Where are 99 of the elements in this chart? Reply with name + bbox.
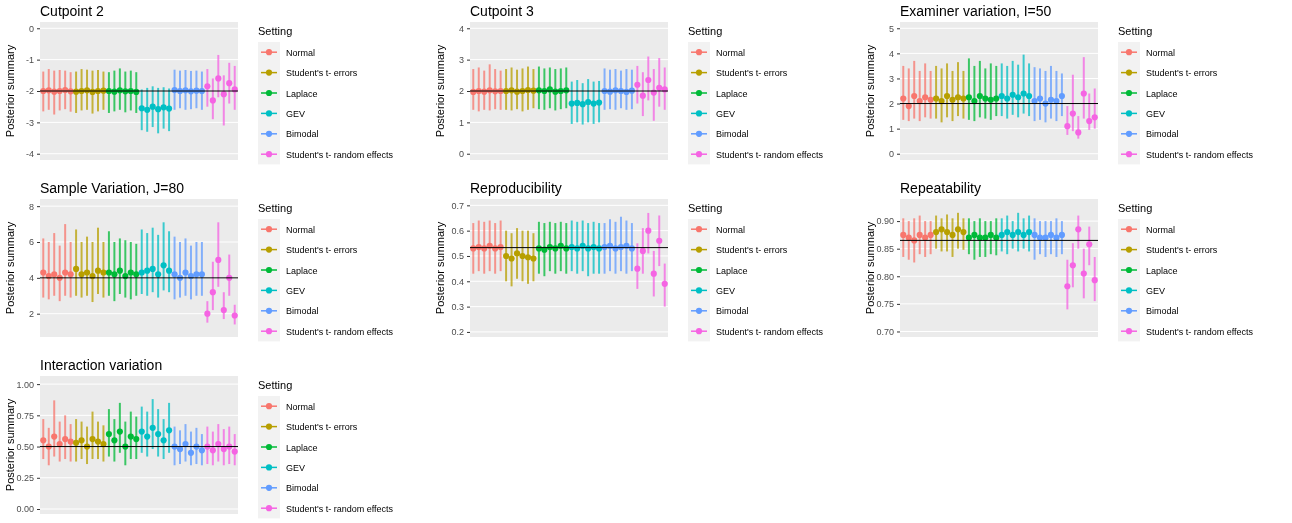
legend-label: Student's t- errors (1146, 68, 1218, 79)
legend-label: Student's t- random effects (1146, 326, 1254, 337)
legend-label: Laplace (1146, 88, 1178, 99)
legend-label: Bimodal (286, 129, 319, 140)
y-tick-label: 0.4 (451, 276, 464, 287)
y-tick-label: 4 (28, 273, 34, 284)
y-tick-label: 1.00 (16, 379, 34, 390)
legend-label: Normal (716, 224, 746, 235)
y-tick-label: 0 (458, 149, 464, 160)
y-tick-label: 0.90 (876, 216, 894, 227)
chart-title: Cutpoint 3 (470, 3, 535, 19)
legend-label: Student's t- errors (716, 245, 788, 256)
legend-title: Setting (258, 202, 293, 214)
y-axis-title: Posterior summary (434, 221, 446, 315)
legend-label: Laplace (286, 88, 318, 99)
legend-label: GEV (286, 108, 306, 119)
y-tick-label: -1 (25, 55, 34, 66)
legend-label: Student's t- errors (716, 68, 788, 79)
legend-label: Bimodal (1146, 129, 1179, 140)
y-tick-label: 0.5 (451, 251, 464, 262)
legend-label: Student's t- random effects (716, 149, 824, 160)
legend-label: GEV (1146, 108, 1166, 119)
legend-label: Bimodal (286, 306, 319, 317)
y-tick-label: 0.6 (451, 226, 464, 237)
legend-label: GEV (286, 462, 306, 473)
y-axis-title: Posterior summary (864, 221, 876, 315)
y-tick-label: 2 (28, 309, 34, 320)
y-axis-title: Posterior summary (864, 44, 876, 138)
legend-label: Bimodal (716, 306, 749, 317)
y-tick-label: 0.75 (16, 410, 34, 421)
y-tick-label: 2 (458, 86, 464, 97)
legend-label: Bimodal (1146, 306, 1179, 317)
y-tick-label: 0 (888, 149, 894, 160)
y-tick-label: 0.25 (16, 473, 34, 484)
legend-label: Student's t- errors (1146, 245, 1218, 256)
y-tick-label: 3 (458, 55, 464, 66)
legend-label: Student's t- errors (286, 245, 358, 256)
legend-label: GEV (716, 108, 736, 119)
y-tick-label: 1 (458, 117, 464, 128)
y-tick-label: 5 (888, 23, 894, 34)
legend-label: Bimodal (286, 483, 319, 494)
legend-label: Student's t- random effects (286, 326, 394, 337)
y-tick-label: 0.2 (451, 327, 464, 338)
legend-title: Setting (1118, 202, 1153, 214)
y-tick-label: 0.85 (876, 244, 894, 255)
y-tick-label: 4 (888, 48, 894, 59)
y-tick-label: 0.50 (16, 441, 34, 452)
legend-label: Normal (716, 47, 746, 58)
legend-label: Laplace (1146, 265, 1178, 276)
y-tick-label: -4 (25, 149, 34, 160)
chart-title: Repeatability (900, 180, 981, 196)
y-tick-label: -3 (25, 117, 34, 128)
y-tick-label: 0 (28, 23, 34, 34)
legend-label: Normal (286, 401, 316, 412)
legend-label: Student's t- random effects (1146, 149, 1254, 160)
legend-label: Student's t- random effects (286, 503, 394, 514)
y-axis-title: Posterior summary (4, 221, 16, 315)
y-tick-label: 0.7 (451, 200, 464, 211)
legend-label: Normal (286, 47, 316, 58)
chart-title: Reproducibility (470, 180, 562, 196)
legend-label: Student's t- errors (286, 422, 358, 433)
legend-label: Laplace (286, 442, 318, 453)
chart-title: Cutpoint 2 (40, 3, 105, 19)
legend-label: Student's t- errors (286, 68, 358, 79)
y-tick-label: 2 (888, 98, 894, 109)
y-tick-label: 0.75 (876, 299, 894, 310)
y-axis-title: Posterior summary (4, 44, 16, 138)
legend-label: Normal (1146, 47, 1176, 58)
legend-title: Setting (688, 202, 723, 214)
y-tick-label: 4 (458, 23, 464, 34)
y-axis-title: Posterior summary (434, 44, 446, 138)
legend-label: Student's t- random effects (716, 326, 824, 337)
y-axis-title: Posterior summary (4, 398, 16, 492)
legend-title: Setting (258, 379, 293, 391)
legend-label: GEV (716, 285, 736, 296)
legend-label: Laplace (716, 88, 748, 99)
legend-title: Setting (1118, 25, 1153, 37)
legend-label: Laplace (716, 265, 748, 276)
y-tick-label: 3 (888, 73, 894, 84)
y-tick-label: 0.00 (16, 504, 34, 515)
y-tick-label: 0.70 (876, 326, 894, 337)
legend-label: Laplace (286, 265, 318, 276)
y-tick-label: 0.80 (876, 271, 894, 282)
chart-title: Interaction variation (40, 357, 163, 373)
legend-label: Student's t- random effects (286, 149, 394, 160)
legend-label: Normal (1146, 224, 1176, 235)
legend-title: Setting (258, 25, 293, 37)
legend-label: GEV (286, 285, 306, 296)
y-tick-label: 8 (28, 201, 34, 212)
chart-title: Examiner variation, I=50 (900, 3, 1052, 19)
y-tick-label: 1 (888, 124, 894, 135)
chart-title: Sample Variation, J=80 (40, 180, 185, 196)
y-tick-label: 0.3 (451, 301, 464, 312)
y-tick-label: 6 (28, 237, 34, 248)
legend-label: Normal (286, 224, 316, 235)
legend-label: Bimodal (716, 129, 749, 140)
legend-label: GEV (1146, 285, 1166, 296)
legend-title: Setting (688, 25, 723, 37)
y-tick-label: -2 (25, 86, 34, 97)
